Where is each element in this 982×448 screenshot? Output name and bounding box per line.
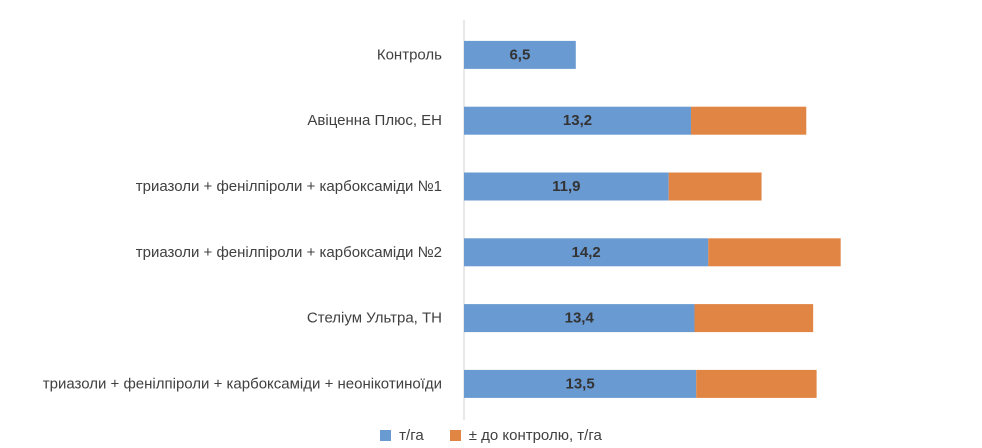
bar-yield [464,238,709,267]
category-label: Контроль [377,46,442,63]
legend-label-difference: ± до контролю, т/га [468,426,602,444]
legend-item-yield: т/га [380,427,424,444]
legend-swatch-yield [380,429,392,441]
legend-item-difference: ± до контролю, т/га [449,426,602,444]
bar-difference [696,369,817,398]
category-label: триазоли + фенілпіроли + карбоксаміди №1 [136,178,442,195]
bar-yield [464,106,692,135]
bar-difference [708,238,841,267]
chart-legend: т/га ± до контролю, т/га [0,424,982,446]
category-label: триазоли + фенілпіроли + карбоксаміди + … [43,375,442,392]
bar-difference [694,304,814,333]
data-label: 13,5 [565,375,594,392]
category-label: Авіценна Плюс, ЕН [307,112,442,129]
data-label: 14,2 [572,244,601,261]
legend-label-yield: т/га [399,426,424,444]
data-label: 6,5 [509,46,530,63]
chart-plot-area: Контроль 6,5 Авіценна Плюс, ЕН 13,2 триазоли… [43,20,841,420]
category-label: Стеліум Ультра, ТН [307,310,442,327]
bar-yield [464,40,576,69]
data-label: 13,2 [563,112,592,129]
bar-difference [668,172,762,201]
category-label: триазоли + фенілпіроли + карбоксаміди №2 [136,244,442,261]
legend-swatch-difference [449,429,461,441]
data-label: 13,4 [565,310,595,327]
data-label: 11,9 [552,178,580,195]
bar-yield [464,172,669,201]
bar-difference [691,106,807,135]
bar-yield [464,304,695,333]
bar-yield [464,369,697,398]
